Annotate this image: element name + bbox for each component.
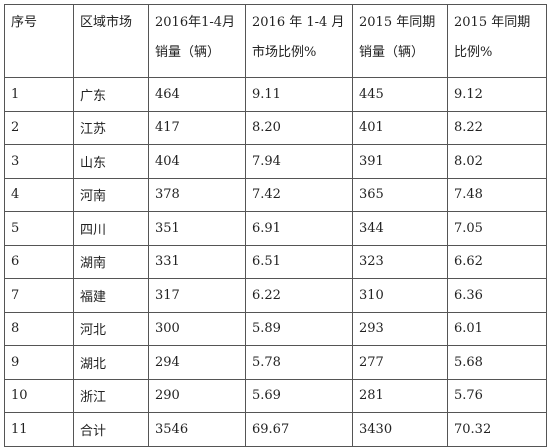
data-row: 5 四川 351 6.91 344 7.05	[4, 211, 547, 246]
header-text: 销量（辆）	[359, 45, 425, 60]
data-row: 1 广东 464 9.11 445 9.12	[4, 77, 547, 112]
cell: 10	[4, 378, 74, 413]
data-row: 6 湖南 331 6.51 323 6.62	[4, 244, 547, 279]
header-cell: 2015 年同期 销量（辆）	[352, 4, 448, 78]
cell: 6.22	[245, 278, 353, 313]
header-text: 2016 年 1-4 月	[252, 15, 345, 30]
header-cell: 序号	[4, 4, 74, 78]
cell: 7.05	[447, 211, 547, 246]
cell: 445	[352, 77, 448, 112]
cell: 8.02	[447, 144, 547, 179]
cell: 4	[4, 177, 74, 212]
cell: 5.69	[245, 378, 353, 413]
cell: 317	[148, 278, 246, 313]
cell: 6.91	[245, 211, 353, 246]
cell: 294	[148, 345, 246, 380]
cell: 11	[4, 412, 74, 447]
cell: 山东	[73, 144, 149, 179]
header-text: 市场比例%	[252, 45, 317, 60]
cell: 福建	[73, 278, 149, 313]
cell: 401	[352, 110, 448, 145]
sales-table: 序号 区域市场 2016年1-4月 销量（辆） 2016 年 1-4 月市场比例% 201…	[4, 4, 547, 447]
cell: 9.12	[447, 77, 547, 112]
data-row: 10 浙江 290 5.69 281 5.76	[4, 378, 547, 413]
header-row: 序号 区域市场 2016年1-4月 销量（辆） 2016 年 1-4 月市场比例% 201…	[4, 4, 547, 78]
cell: 3546	[148, 412, 246, 447]
cell: 310	[352, 278, 448, 313]
cell: 69.67	[245, 412, 353, 447]
cell: 378	[148, 177, 246, 212]
cell: 351	[148, 211, 246, 246]
cell: 464	[148, 77, 246, 112]
cell: 300	[148, 311, 246, 346]
data-row: 7 福建 317 6.22 310 6.36	[4, 278, 547, 313]
cell: 9.11	[245, 77, 353, 112]
cell: 3	[4, 144, 74, 179]
cell: 浙江	[73, 378, 149, 413]
cell: 8.22	[447, 110, 547, 145]
header-text: 销量（辆）	[155, 45, 221, 60]
header-text: 区域市场	[80, 15, 133, 30]
cell: 河南	[73, 177, 149, 212]
header-text: 2015 年同期	[359, 15, 436, 30]
cell: 河北	[73, 311, 149, 346]
cell: 404	[148, 144, 246, 179]
cell: 277	[352, 345, 448, 380]
cell: 5.68	[447, 345, 547, 380]
cell: 6.51	[245, 244, 353, 279]
cell: 四川	[73, 211, 149, 246]
data-row: 11 合计 3546 69.67 3430 70.32	[4, 412, 547, 447]
cell: 3430	[352, 412, 448, 447]
cell: 湖南	[73, 244, 149, 279]
header-cell: 2016年1-4月 销量（辆）	[148, 4, 246, 78]
cell: 6	[4, 244, 74, 279]
cell: 8.20	[245, 110, 353, 145]
data-row: 2 江苏 417 8.20 401 8.22	[4, 110, 547, 145]
table-body: 序号 区域市场 2016年1-4月 销量（辆） 2016 年 1-4 月市场比例% 201…	[4, 4, 547, 447]
cell: 365	[352, 177, 448, 212]
cell: 293	[352, 311, 448, 346]
cell: 323	[352, 244, 448, 279]
data-row: 3 山东 404 7.94 391 8.02	[4, 144, 547, 179]
cell: 湖北	[73, 345, 149, 380]
cell: 7.48	[447, 177, 547, 212]
cell: 391	[352, 144, 448, 179]
cell: 6.01	[447, 311, 547, 346]
cell: 5.76	[447, 378, 547, 413]
cell: 1	[4, 77, 74, 112]
cell: 331	[148, 244, 246, 279]
header-cell: 区域市场	[73, 4, 149, 78]
cell: 6.62	[447, 244, 547, 279]
cell: 6.36	[447, 278, 547, 313]
cell: 2	[4, 110, 74, 145]
header-cell: 2016 年 1-4 月市场比例%	[245, 4, 353, 78]
data-row: 8 河北 300 5.89 293 6.01	[4, 311, 547, 346]
cell: 7.42	[245, 177, 353, 212]
header-text: 比例%	[454, 45, 493, 60]
header-text: 2016年1-4月	[155, 15, 236, 30]
cell: 7.94	[245, 144, 353, 179]
data-row: 9 湖北 294 5.78 277 5.68	[4, 345, 547, 380]
cell: 417	[148, 110, 246, 145]
header-text: 2015 年同期	[454, 15, 531, 30]
cell: 5.89	[245, 311, 353, 346]
cell: 70.32	[447, 412, 547, 447]
cell: 合计	[73, 412, 149, 447]
header-cell: 2015 年同期 比例%	[447, 4, 547, 78]
cell: 广东	[73, 77, 149, 112]
cell: 9	[4, 345, 74, 380]
cell: 江苏	[73, 110, 149, 145]
cell: 5.78	[245, 345, 353, 380]
data-row: 4 河南 378 7.42 365 7.48	[4, 177, 547, 212]
cell: 5	[4, 211, 74, 246]
header-text: 序号	[11, 15, 38, 30]
cell: 281	[352, 378, 448, 413]
cell: 290	[148, 378, 246, 413]
cell: 7	[4, 278, 74, 313]
cell: 8	[4, 311, 74, 346]
cell: 344	[352, 211, 448, 246]
